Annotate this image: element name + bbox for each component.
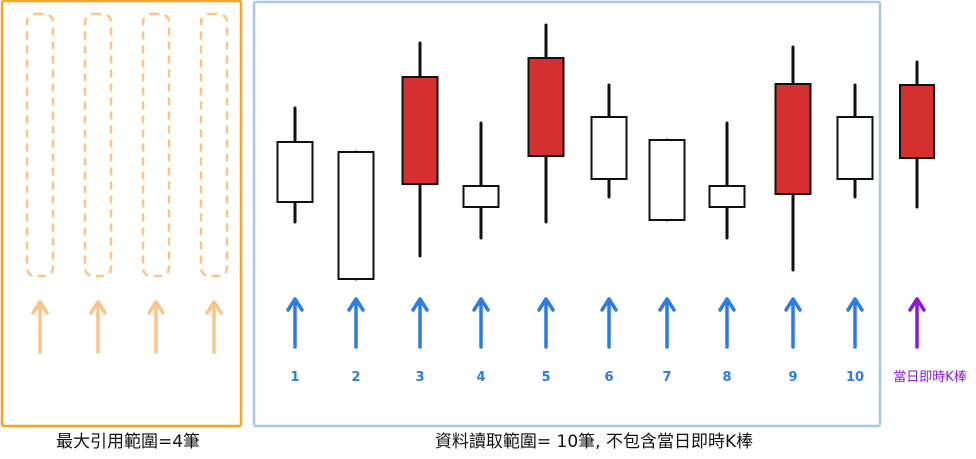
candle-body — [774, 83, 812, 195]
arrow-up-icon — [784, 297, 802, 349]
arrow-up-icon — [205, 300, 223, 354]
candle — [836, 83, 874, 199]
candle-labels: 1 2 3 4 5 6 7 8 9 10 當日即時K棒 — [290, 370, 966, 385]
candle-current — [899, 60, 935, 209]
arrow-up-icon — [718, 297, 736, 349]
candle-body — [527, 57, 565, 157]
candle-label: 9 — [788, 370, 797, 385]
candle — [276, 106, 314, 224]
arrow-up-icon — [89, 300, 107, 354]
candle — [648, 138, 686, 222]
candle-body — [708, 185, 746, 208]
arrow-up-icon — [286, 297, 304, 349]
candle — [462, 121, 500, 240]
candle-body — [337, 151, 375, 280]
arrow-up-icon — [411, 297, 429, 349]
candle-label: 5 — [541, 370, 550, 385]
candle-label: 4 — [476, 370, 485, 385]
candle-body — [590, 116, 628, 180]
arrow-up-icon — [908, 297, 926, 349]
candle — [401, 41, 439, 258]
arrow-up-icon — [347, 297, 365, 349]
candle-body — [462, 185, 500, 208]
candle-label: 2 — [351, 370, 360, 385]
arrow-up-icon — [846, 297, 864, 349]
arrow-up-icon — [600, 297, 618, 349]
candle — [337, 150, 375, 281]
arrow-up-icon — [658, 297, 676, 349]
reference-slots — [25, 12, 229, 278]
reference-range-caption: 最大引用範圍=4筆 — [56, 432, 200, 452]
candle-label: 10 — [846, 370, 864, 385]
candle-label: 8 — [722, 370, 731, 385]
candle-body — [899, 84, 935, 159]
candle-body — [836, 116, 874, 180]
candle-body — [648, 139, 686, 221]
candle — [590, 83, 628, 199]
candles — [276, 23, 935, 281]
arrow-up-icon — [31, 300, 49, 354]
current-candle-label: 當日即時K棒 — [893, 370, 967, 385]
data-read-range-panel — [252, 0, 882, 428]
reference-slot — [199, 12, 229, 278]
reference-slot — [83, 12, 113, 278]
reference-arrows — [31, 300, 223, 354]
candle-arrows — [286, 297, 926, 349]
candle-label: 1 — [290, 370, 299, 385]
candle — [774, 45, 812, 272]
candle-body — [401, 76, 439, 185]
arrow-up-icon — [537, 297, 555, 349]
reference-slot — [141, 12, 171, 278]
candle-label: 6 — [604, 370, 613, 385]
candle-body — [276, 141, 314, 203]
candle — [708, 121, 746, 240]
data-read-range-caption: 資料讀取範圍= 10筆, 不包含當日即時K棒 — [435, 432, 753, 452]
arrow-up-icon — [472, 297, 490, 349]
reference-range-panel — [0, 0, 243, 428]
arrow-up-icon — [147, 300, 165, 354]
candle — [527, 23, 565, 224]
candle-label: 3 — [415, 370, 424, 385]
candle-label: 7 — [662, 370, 671, 385]
reference-slot — [25, 12, 55, 278]
